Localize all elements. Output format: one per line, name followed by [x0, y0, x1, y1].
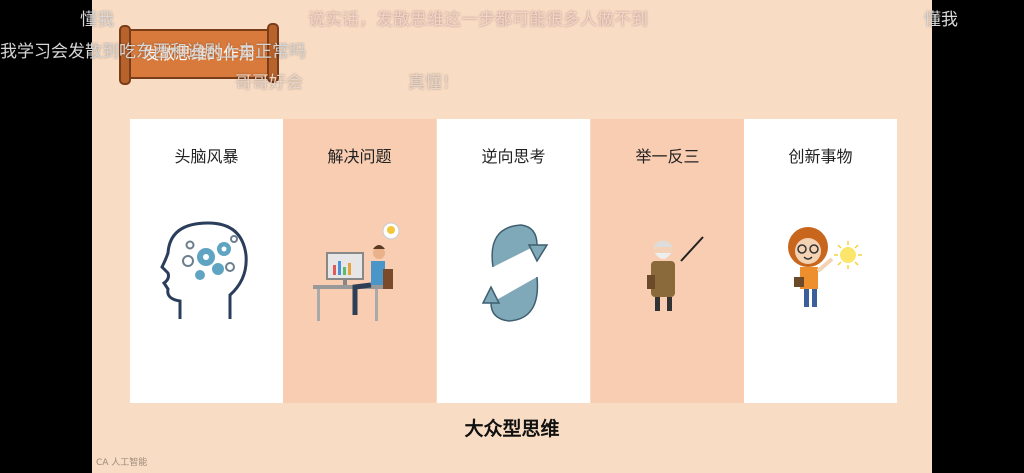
card-title: 解决问题	[283, 143, 436, 167]
watermark-text: CA 人工智能	[96, 455, 147, 468]
card-reverse-thinking: 逆向思考	[437, 119, 590, 403]
card-title: 逆向思考	[437, 143, 590, 167]
card-solve-problems: 解决问题	[283, 119, 436, 403]
card-draw-inferences: 举一反三	[591, 119, 744, 403]
danmaku-comment: 我学习会发散到吃东西和追剧上去正常吗	[0, 37, 306, 62]
card-title: 举一反三	[591, 143, 744, 167]
card-title: 创新事物	[744, 143, 897, 167]
danmaku-comment: 说实话，发散思维这一步都可能很多人做不到	[308, 5, 648, 30]
danmaku-comment: 懂我	[80, 5, 114, 30]
card-brainstorm: 头脑风暴	[130, 119, 283, 403]
danmaku-comment: 哥哥好会	[235, 68, 303, 93]
office-worker-icon	[283, 209, 436, 339]
idea-girl-icon	[744, 209, 897, 339]
danmaku-comment: 真懂！	[408, 68, 459, 93]
card-title: 头脑风暴	[130, 143, 283, 167]
card-create-new-things: 创新事物	[744, 119, 897, 403]
danmaku-comment: 懂我	[924, 5, 958, 30]
bottom-title: 大众型思维	[0, 414, 1024, 441]
teacher-icon	[591, 209, 744, 339]
cycle-arrows-icon	[437, 209, 590, 339]
brain-gears-icon	[130, 209, 283, 339]
